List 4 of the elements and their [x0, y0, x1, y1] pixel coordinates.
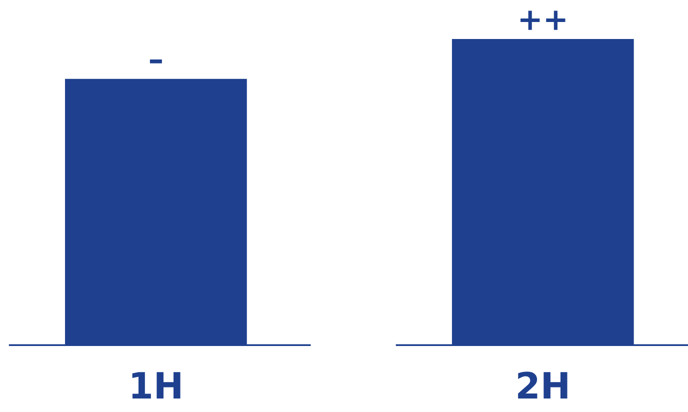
x-tick-label: 2H [518, 372, 568, 398]
x-tick-label: 1H [132, 372, 180, 398]
annotation: ++ [520, 10, 566, 30]
annotation: – [150, 59, 162, 64]
